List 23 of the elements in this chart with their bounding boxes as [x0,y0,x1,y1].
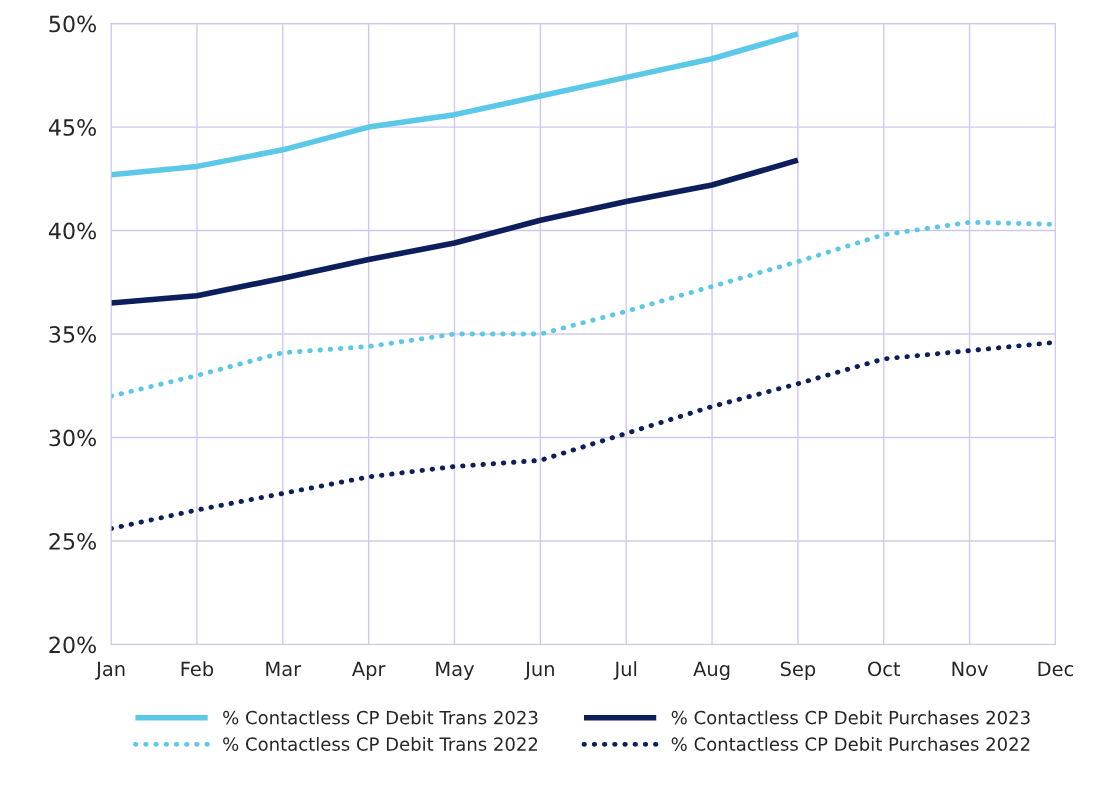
x-tick-label: Apr [351,661,386,681]
x-tick-label: Nov [952,661,988,677]
y-tick-label: 20% [49,636,96,654]
x-tick-label: Dec [1038,661,1074,677]
x-tick-label: Jul [613,661,637,680]
x-tick-label: Aug [693,661,730,681]
x-tick-label: Oct [868,661,901,677]
y-tick-label: 30% [49,429,96,447]
y-tick-label: 50% [49,15,96,33]
y-tick-label: 40% [48,222,96,240]
x-tick-label: May [436,661,475,681]
x-tick-label: Jun [524,661,554,680]
legend-label: % Contactless CP Debit Purchases 2023 [671,710,1030,725]
legend-label: % Contactless CP Debit Purchases 2022 [671,736,1030,751]
y-tick-label: 25% [49,532,96,550]
legend-label: % Contactless CP Debit Trans 2023 [223,710,538,725]
y-tick-label: 35% [49,326,96,343]
legend-label: % Contactless CP Debit Trans 2022 [223,736,538,751]
x-tick-label: Jan [95,661,125,680]
x-tick-label: Sep [780,661,816,681]
x-tick-label: Mar [266,661,302,677]
x-tick-label: Feb [181,661,214,677]
y-tick-label: 45% [48,119,96,136]
